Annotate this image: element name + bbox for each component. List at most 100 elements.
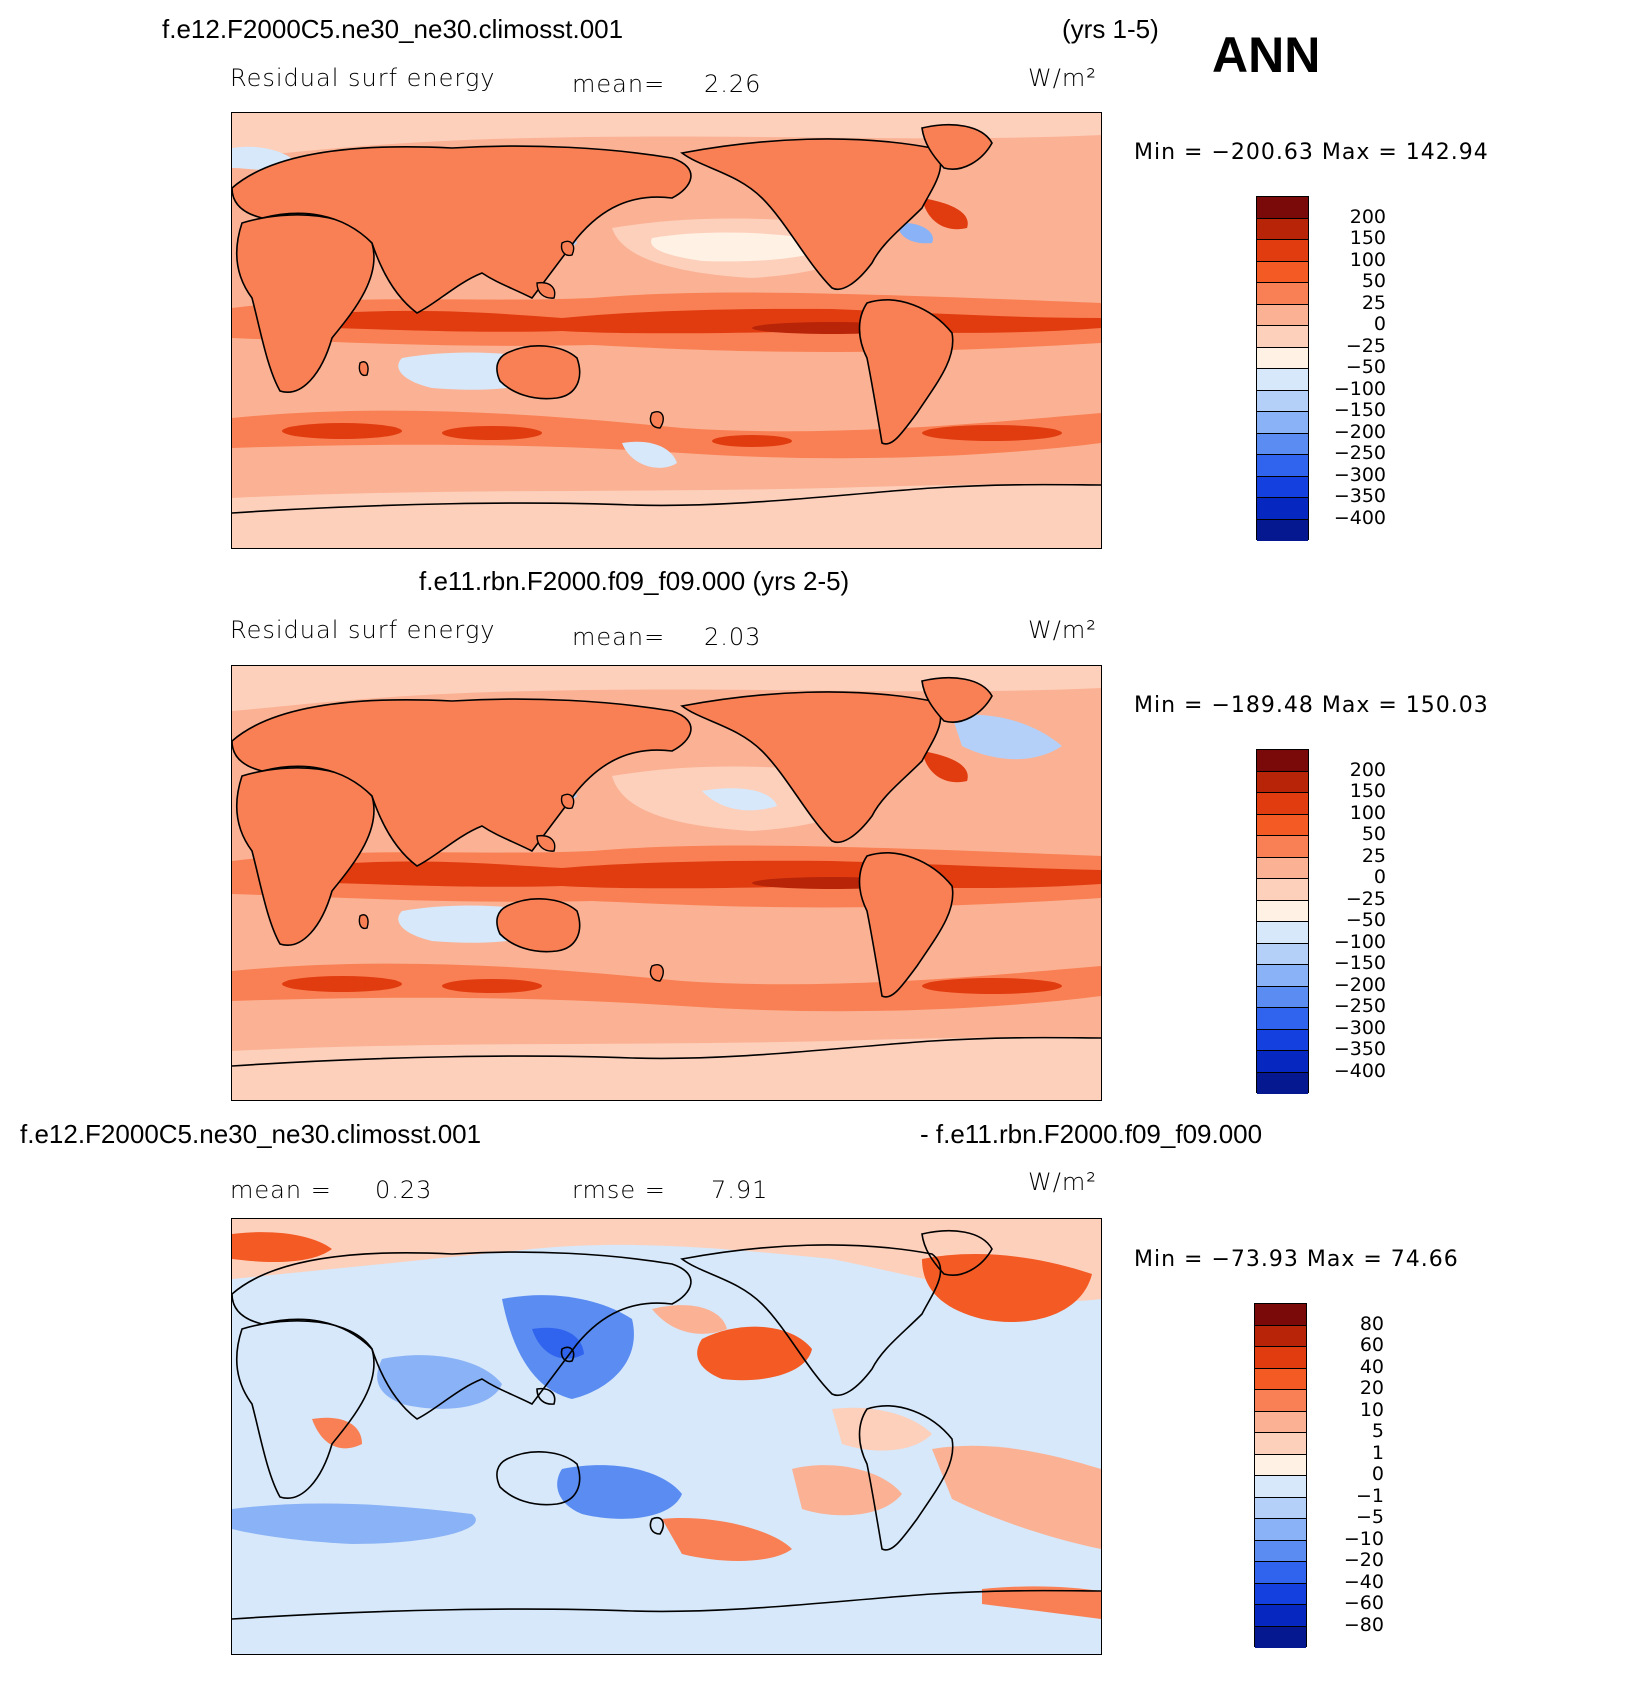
colorbar-level-label: −300 <box>1333 463 1386 486</box>
colorbar-box <box>1257 1029 1308 1051</box>
colorbar-box <box>1255 1411 1306 1433</box>
colorbar-box <box>1255 1368 1306 1390</box>
colorbar-box <box>1257 1051 1308 1073</box>
colorbar-level-label: 150 <box>1349 780 1386 802</box>
colorbar-box <box>1257 197 1308 219</box>
colorbar-box <box>1255 1626 1306 1648</box>
panel3-title-right: - f.e11.rbn.F2000.f09_f09.000 <box>920 1119 1263 1149</box>
colorbar-box <box>1255 1433 1306 1455</box>
panel2-title: f.e11.rbn.F2000.f09_f09.000 (yrs 2-5) <box>419 566 850 596</box>
panel1-units: W/m² <box>1028 64 1097 92</box>
colorbar-box <box>1257 986 1308 1008</box>
colorbar-level-label: −40 <box>1343 1570 1384 1593</box>
colorbar-box <box>1255 1390 1306 1412</box>
panel2-map-svg <box>232 666 1101 1100</box>
panel3-minmax: Min = −73.93 Max = 74.66 <box>1134 1247 1459 1272</box>
colorbar-level-label: 0 <box>1373 866 1386 888</box>
colorbar-box <box>1257 965 1308 987</box>
panel3-rmse-value: 7.91 <box>711 1176 769 1204</box>
colorbar-box <box>1257 750 1308 772</box>
panel3-units: W/m² <box>1028 1168 1097 1196</box>
colorbar-box <box>1257 218 1308 240</box>
colorbar-level-label: −150 <box>1333 399 1386 421</box>
colorbar-level-label: 100 <box>1349 248 1386 271</box>
panel1-mean-label: mean= <box>572 70 666 98</box>
panel2-units: W/m² <box>1028 616 1097 644</box>
panel3-rmse-label: rmse = <box>572 1176 666 1204</box>
panel3-map-svg <box>232 1219 1101 1654</box>
colorbar-box <box>1257 922 1308 944</box>
colorbar-level-label: −150 <box>1333 952 1386 974</box>
colorbar-level-label: −400 <box>1333 1059 1386 1082</box>
colorbar-box <box>1257 412 1308 434</box>
colorbar-box <box>1257 261 1308 283</box>
colorbar-level-label: −100 <box>1333 930 1386 953</box>
colorbar-level-label: −350 <box>1333 1038 1386 1060</box>
colorbar-level-label: −400 <box>1333 506 1386 529</box>
colorbar-level-label: 200 <box>1349 205 1386 228</box>
colorbar-box <box>1257 283 1308 305</box>
colorbar-box <box>1257 943 1308 965</box>
colorbar-level-label: −10 <box>1343 1527 1384 1550</box>
colorbar-box <box>1255 1304 1306 1326</box>
colorbar-box <box>1255 1540 1306 1562</box>
colorbar-level-label: −25 <box>1345 887 1386 910</box>
colorbar-level-label: 150 <box>1349 227 1386 249</box>
panel2-mean-label: mean= <box>572 623 666 651</box>
colorbar-level-label: 10 <box>1359 1398 1384 1421</box>
colorbar-level-label: −20 <box>1343 1549 1384 1571</box>
colorbar-level-label: −300 <box>1333 1016 1386 1039</box>
colorbar-level-label: 50 <box>1361 823 1386 845</box>
colorbar-box <box>1255 1519 1306 1541</box>
panel1-title-left: f.e12.F2000C5.ne30_ne30.climosst.001 <box>162 14 624 44</box>
colorbar-box <box>1255 1583 1306 1605</box>
colorbar-level-label: 25 <box>1361 291 1386 314</box>
colorbar-box <box>1255 1476 1306 1498</box>
panel1-title-right: (yrs 1-5) <box>1062 14 1159 44</box>
colorbar-level-label: −250 <box>1333 995 1386 1017</box>
colorbar-box <box>1257 304 1308 326</box>
colorbar-box <box>1257 793 1308 815</box>
season-label: ANN <box>1212 27 1321 83</box>
colorbar-box <box>1255 1562 1306 1584</box>
colorbar-box <box>1257 814 1308 836</box>
colorbar-level-label: −1 <box>1355 1484 1384 1507</box>
colorbar-level-label: 5 <box>1371 1420 1384 1442</box>
colorbar-box <box>1257 1008 1308 1030</box>
colorbar-box <box>1257 455 1308 477</box>
colorbar-level-label: 1 <box>1371 1441 1384 1464</box>
colorbar-level-label: 20 <box>1359 1377 1384 1399</box>
panel3-map <box>231 1218 1102 1655</box>
colorbar-box <box>1257 857 1308 879</box>
panel3-title-left: f.e12.F2000C5.ne30_ne30.climosst.001 <box>20 1119 482 1149</box>
colorbar-level-label: 40 <box>1359 1355 1384 1378</box>
colorbar-level-label: 0 <box>1373 313 1386 335</box>
colorbar-box <box>1257 347 1308 369</box>
colorbar-level-label: −100 <box>1333 377 1386 400</box>
colorbar-level-label: −5 <box>1355 1506 1384 1528</box>
colorbar-box <box>1257 498 1308 520</box>
colorbar-box <box>1257 390 1308 412</box>
panel1-map <box>231 112 1102 549</box>
colorbar-box <box>1257 836 1308 858</box>
panel2-map <box>231 665 1102 1101</box>
colorbar-box <box>1257 1072 1308 1094</box>
panel1-minmax: Min = −200.63 Max = 142.94 <box>1134 140 1489 165</box>
colorbar-box <box>1255 1497 1306 1519</box>
colorbar-level-label: 0 <box>1371 1463 1384 1485</box>
colorbar-box <box>1257 369 1308 391</box>
panel2-mean-value: 2.03 <box>704 623 762 651</box>
colorbar-box <box>1257 771 1308 793</box>
panel3-mean-value: 0.23 <box>375 1176 433 1204</box>
colorbar-level-label: −350 <box>1333 485 1386 507</box>
colorbar-level-label: −250 <box>1333 442 1386 464</box>
colorbar-box <box>1257 240 1308 262</box>
colorbar-level-label: −80 <box>1343 1613 1384 1636</box>
colorbar-box <box>1255 1454 1306 1476</box>
colorbar-box <box>1257 326 1308 348</box>
panel1-colorbar <box>1256 196 1309 541</box>
colorbar-box <box>1255 1325 1306 1347</box>
panel3-colorbar <box>1254 1303 1307 1648</box>
colorbar-level-label: −200 <box>1333 420 1386 443</box>
colorbar-level-label: −25 <box>1345 334 1386 357</box>
